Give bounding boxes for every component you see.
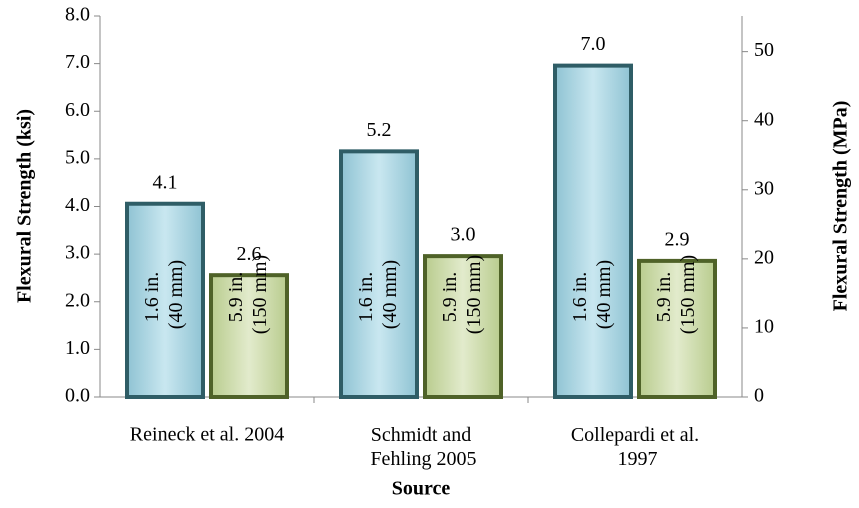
y-tick-label: 8.0 — [65, 4, 90, 26]
value-label: 2.6 — [237, 243, 262, 265]
y-axis-label: Flexural Strength (ksi) — [14, 109, 36, 303]
value-label: 7.0 — [581, 33, 606, 55]
bar-series-label: 1.6 in. (40 mm) — [569, 260, 615, 334]
bar-series-label: 5.9 in. (150 mm) — [439, 255, 485, 339]
y-tick-label: 5.0 — [65, 146, 90, 168]
bar-series-label: 1.6 in. (40 mm) — [141, 260, 187, 334]
y2-tick-label: 30 — [754, 177, 774, 199]
y-tick-label: 3.0 — [65, 242, 90, 264]
bar — [553, 63, 633, 399]
bar — [423, 254, 503, 399]
y-tick-label: 7.0 — [65, 51, 90, 73]
bar — [637, 258, 717, 400]
y2-tick-label: 20 — [754, 246, 774, 268]
value-label: 5.2 — [367, 119, 392, 141]
y2-tick-label: 10 — [754, 316, 774, 338]
y-tick-label: 6.0 — [65, 99, 90, 121]
bar — [125, 201, 205, 399]
bar-series-label: 5.9 in. (150 mm) — [225, 255, 271, 339]
y-tick-label: 4.0 — [65, 194, 90, 216]
y2-tick-label: 40 — [754, 108, 774, 130]
y2-tick-label: 50 — [754, 39, 774, 61]
value-label: 3.0 — [451, 224, 476, 246]
y2-axis-label: Flexural Strength (MPa) — [830, 101, 852, 312]
bar-series-label: 5.9 in. (150 mm) — [653, 255, 699, 339]
y-tick-label: 1.0 — [65, 337, 90, 359]
value-label: 4.1 — [153, 171, 178, 193]
bar — [209, 273, 289, 399]
x-tick-label: Collepardi et al. 1997 — [571, 424, 699, 470]
y-tick-label: 2.0 — [65, 289, 90, 311]
x-tick-label: Schmidt and Fehling 2005 — [365, 424, 476, 470]
bar — [339, 149, 419, 399]
bar-series-label: 1.6 in. (40 mm) — [355, 260, 401, 334]
x-axis-label: Source — [392, 478, 451, 500]
y2-tick-label: 0 — [754, 385, 764, 407]
value-label: 2.9 — [665, 228, 690, 250]
y-tick-label: 0.0 — [65, 385, 90, 407]
x-tick-label: Reineck et al. 2004 — [130, 424, 284, 446]
